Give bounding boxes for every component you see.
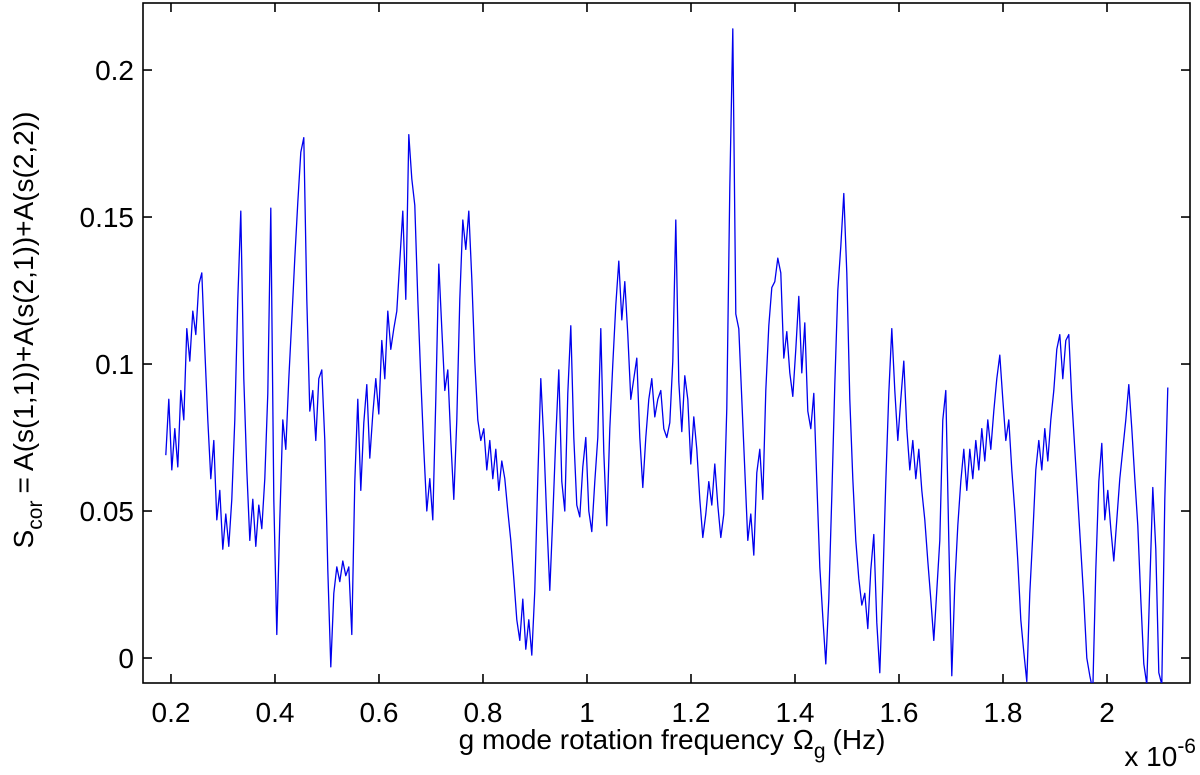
multiplier-exponent: -6 [1177,735,1196,758]
x-axis-label: g mode rotation frequency Ωg (Hz) [459,724,886,763]
plot-box [142,2,1191,684]
y-tick-label: 0.15 [80,202,135,233]
y-tick-label: 0.05 [80,496,135,527]
y-tick-label: 0.1 [95,349,134,380]
x-axis-multiplier: x 10-6 [1124,735,1196,772]
y-tick-labels: 0 0.05 0.1 0.15 0.2 [80,55,135,674]
axis-ticks [143,3,1190,683]
x-axis-label-text: g mode rotation frequency [459,724,784,755]
x-tick-label: 1 [579,697,595,728]
x-tick-label: 0.4 [256,697,295,728]
y-axis-symbol: S [8,530,39,549]
x-tick-label: 2 [1099,697,1115,728]
y-tick-label: 0.2 [95,55,134,86]
x-tick-labels: 0.2 0.4 0.6 0.8 1 1.2 1.4 1.6 1.8 2 [152,697,1115,728]
x-tick-label: 1.8 [984,697,1023,728]
y-axis-label: Scor = A(s(1,1))+A(s(2,1))+A(s(2,2)) [8,112,47,549]
signal-line [165,28,1169,683]
x-tick-label: 0.8 [464,697,503,728]
x-tick-label: 1.4 [776,697,815,728]
omega-subscript: g [814,740,826,763]
x-axis-unit: (Hz) [833,724,886,755]
y-axis-symbol-subscript: cor [24,501,47,530]
y-axis-expression: = A(s(1,1))+A(s(2,1))+A(s(2,2)) [8,112,39,494]
omega-symbol: Ω [793,724,814,755]
y-tick-label: 0 [118,643,134,674]
x-tick-label: 1.2 [672,697,711,728]
x-tick-label: 0.2 [152,697,191,728]
multiplier-base: x 10 [1124,741,1177,772]
x-tick-label: 0.6 [360,697,399,728]
x-tick-label: 1.6 [880,697,919,728]
